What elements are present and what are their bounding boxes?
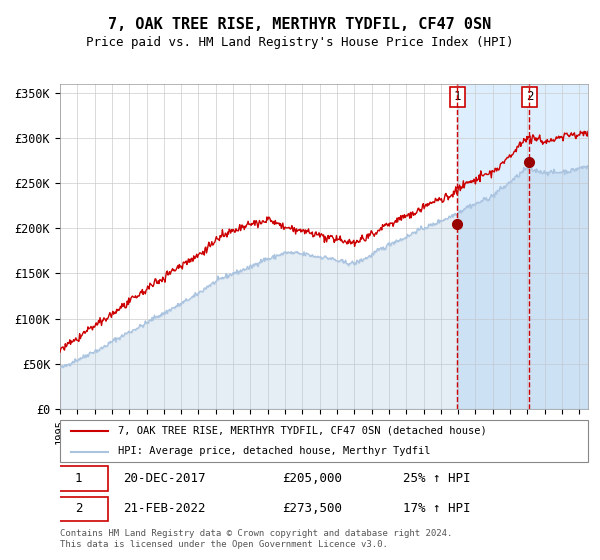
FancyBboxPatch shape <box>49 466 107 491</box>
Text: 17% ↑ HPI: 17% ↑ HPI <box>403 502 471 515</box>
Text: 1: 1 <box>454 91 461 104</box>
Text: HPI: Average price, detached house, Merthyr Tydfil: HPI: Average price, detached house, Mert… <box>118 446 431 456</box>
Text: Contains HM Land Registry data © Crown copyright and database right 2024.
This d: Contains HM Land Registry data © Crown c… <box>60 529 452 549</box>
Text: 25% ↑ HPI: 25% ↑ HPI <box>403 472 471 485</box>
Text: 21-FEB-2022: 21-FEB-2022 <box>124 502 206 515</box>
Text: 2: 2 <box>75 502 82 515</box>
Text: Price paid vs. HM Land Registry's House Price Index (HPI): Price paid vs. HM Land Registry's House … <box>86 36 514 49</box>
Text: 7, OAK TREE RISE, MERTHYR TYDFIL, CF47 0SN (detached house): 7, OAK TREE RISE, MERTHYR TYDFIL, CF47 0… <box>118 426 487 436</box>
FancyBboxPatch shape <box>60 420 588 462</box>
Text: 2: 2 <box>526 91 533 104</box>
Bar <box>457 84 588 409</box>
Text: £205,000: £205,000 <box>282 472 342 485</box>
Text: 20-DEC-2017: 20-DEC-2017 <box>124 472 206 485</box>
Text: 1: 1 <box>75 472 82 485</box>
FancyBboxPatch shape <box>49 497 107 521</box>
Text: £273,500: £273,500 <box>282 502 342 515</box>
Text: 7, OAK TREE RISE, MERTHYR TYDFIL, CF47 0SN: 7, OAK TREE RISE, MERTHYR TYDFIL, CF47 0… <box>109 17 491 32</box>
